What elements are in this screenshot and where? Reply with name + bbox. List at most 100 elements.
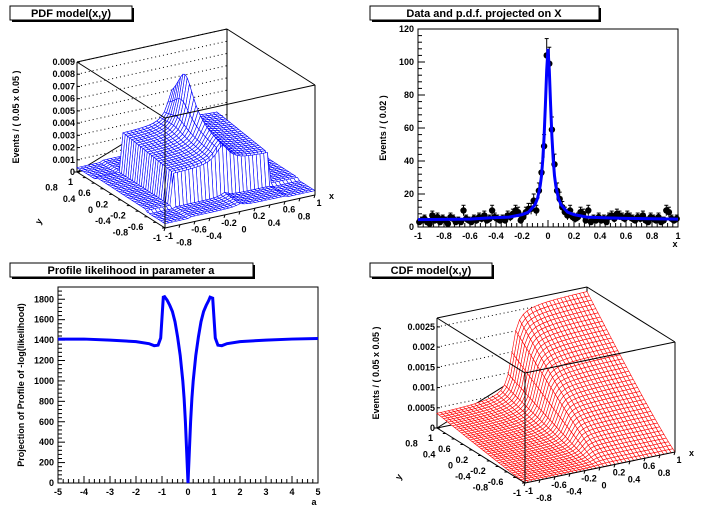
z-gridline — [76, 89, 228, 124]
pdf-model-panel: PDF model(x,y) 0 0.001 0.002 0.003 0.004 0.00… — [9, 5, 334, 248]
y-tick-label: 0.6 — [78, 188, 91, 198]
y-tick-label: 80 — [404, 90, 414, 100]
surface-mesh — [436, 291, 676, 484]
z-gridline — [76, 101, 228, 136]
z-tick-label: 0.006 — [52, 94, 75, 104]
x-tick-label: 2 — [237, 487, 242, 497]
y-tick-label: 1000 — [34, 376, 54, 386]
left-top-edge — [76, 61, 166, 119]
x-tick-label: 1 — [676, 455, 681, 465]
cdf-model-panel: CDF model(x,y) 0 0.0005 0.001 0.0015 0.002 0.… — [369, 262, 694, 503]
x-tick-label: -0.2 — [221, 218, 237, 228]
x-tick — [193, 221, 196, 225]
y-tick-label: 100 — [399, 57, 414, 67]
y-tick-label: 40 — [404, 156, 414, 166]
y-tick-label: 120 — [399, 24, 414, 34]
y-axis-label: y — [393, 472, 404, 481]
z-tick-label: 0 — [70, 167, 75, 177]
x-tick-label: 0.2 — [613, 467, 626, 477]
x-tick-label: -0.8 — [176, 238, 192, 248]
z-tick-label: 0.003 — [52, 130, 75, 140]
data-point — [460, 207, 467, 214]
y-axis-label: y — [33, 217, 44, 226]
x-tick-label: -1 — [414, 231, 422, 241]
y-tick-label: 0 — [409, 222, 414, 232]
title-box — [9, 262, 254, 278]
z-tick-label: 0.0005 — [407, 403, 435, 413]
x-tick-label: -1 — [158, 487, 166, 497]
front-top-edge — [164, 84, 316, 119]
chart-title: Data and p.d.f. projected on X — [406, 8, 562, 20]
x-tick-label: -0.2 — [581, 474, 597, 484]
x-tick — [238, 211, 241, 215]
x-tick-label: 0.8 — [658, 468, 671, 478]
y-tick-label: -0.8 — [473, 483, 489, 493]
x-tick — [313, 194, 316, 199]
x-tick-label: -2 — [132, 487, 140, 497]
x-tick-label: 0.4 — [628, 474, 641, 484]
z-gridline — [436, 295, 588, 328]
x-tick-label: -0.8 — [536, 493, 552, 503]
x-tick-label: -1 — [525, 486, 533, 496]
x-tick-label: -0.4 — [488, 231, 504, 241]
x-tick-label: 0 — [185, 487, 190, 497]
data-point — [582, 217, 589, 224]
y-tick-label: 800 — [39, 396, 54, 406]
data-point — [665, 208, 673, 216]
pdf-curve — [417, 48, 679, 222]
back-top-edge — [76, 28, 228, 63]
x-tick-label: 0.8 — [646, 231, 659, 241]
surface-cell — [162, 221, 170, 224]
y-tick-label: 0.8 — [405, 439, 418, 449]
z-gridline — [76, 65, 228, 100]
z-gridline — [76, 40, 228, 75]
z-tick-label: 0.002 — [52, 143, 75, 153]
y-tick-label: 20 — [404, 189, 414, 199]
z-gridline — [76, 52, 228, 87]
y-tick-label: 1600 — [34, 315, 54, 325]
data-point — [585, 207, 592, 214]
data-point — [644, 218, 652, 226]
x-tick-label: 0.6 — [283, 205, 296, 215]
x-tick-label: 4 — [289, 487, 294, 497]
x-tick-label: 1 — [316, 198, 321, 208]
x-tick-label: 0 — [241, 225, 246, 235]
likelihood-curve — [58, 294, 319, 484]
y-tick-label: -1 — [153, 233, 161, 243]
z-tick-label: 0.004 — [52, 118, 75, 128]
x-tick-label: 1 — [675, 231, 680, 241]
y-tick-label: 1 — [428, 433, 433, 443]
x-axis-label: x — [329, 191, 334, 201]
y-tick-label: -0.4 — [95, 216, 111, 226]
x-tick-label: 0.6 — [620, 231, 633, 241]
y-tick-label: 0.2 — [96, 199, 109, 209]
x-axis-label: x — [672, 239, 677, 249]
y-tick-label: -0.2 — [470, 466, 486, 476]
y-tick-label: -0.8 — [113, 227, 129, 237]
y-tick-label: 0.2 — [456, 455, 469, 465]
x-tick — [223, 214, 226, 218]
projection-x-panel: Data and p.d.f. projected on X Events / … — [369, 5, 681, 249]
y-tick-label: 0.6 — [438, 444, 451, 454]
z-axis-label: Events / ( 0.05 x 0.05 ) — [371, 326, 381, 419]
x-tick-label: -1 — [165, 231, 173, 241]
x-tick-label: 0.6 — [643, 461, 656, 471]
data-point — [533, 207, 540, 214]
x-tick-label: 0.2 — [253, 211, 266, 221]
x-tick-label: -4 — [80, 487, 88, 497]
y-tick-label: 200 — [39, 458, 54, 468]
title-box — [369, 262, 493, 278]
x-tick-label: -0.8 — [436, 231, 452, 241]
z-tick-label: 0.008 — [52, 69, 75, 79]
y-tick-label: 0.4 — [423, 450, 436, 460]
x-tick-label: -0.6 — [551, 480, 567, 490]
surface-mesh — [76, 73, 316, 224]
x-tick — [268, 204, 271, 209]
z-tick-label: 0.007 — [52, 81, 75, 91]
x-tick-label: -0.6 — [462, 231, 478, 241]
x-axis-label: a — [311, 497, 317, 507]
y-axis-label: Events / ( 0.02 ) — [378, 95, 388, 161]
z-tick-label: 0.002 — [412, 342, 435, 352]
y-tick-label: 0 — [448, 461, 453, 471]
